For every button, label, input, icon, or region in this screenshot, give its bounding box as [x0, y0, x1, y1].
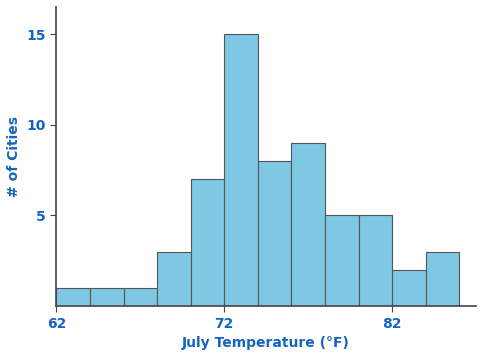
- Bar: [392, 270, 426, 306]
- Bar: [291, 143, 325, 306]
- Bar: [191, 179, 224, 306]
- Bar: [358, 215, 392, 306]
- Bar: [325, 215, 358, 306]
- X-axis label: July Temperature (°F): July Temperature (°F): [182, 336, 350, 350]
- Bar: [258, 161, 291, 306]
- Bar: [224, 34, 258, 306]
- Bar: [157, 252, 191, 306]
- Bar: [426, 252, 459, 306]
- Bar: [124, 288, 157, 306]
- Bar: [57, 288, 90, 306]
- Y-axis label: # of Cities: # of Cities: [7, 116, 21, 197]
- Bar: [90, 288, 124, 306]
